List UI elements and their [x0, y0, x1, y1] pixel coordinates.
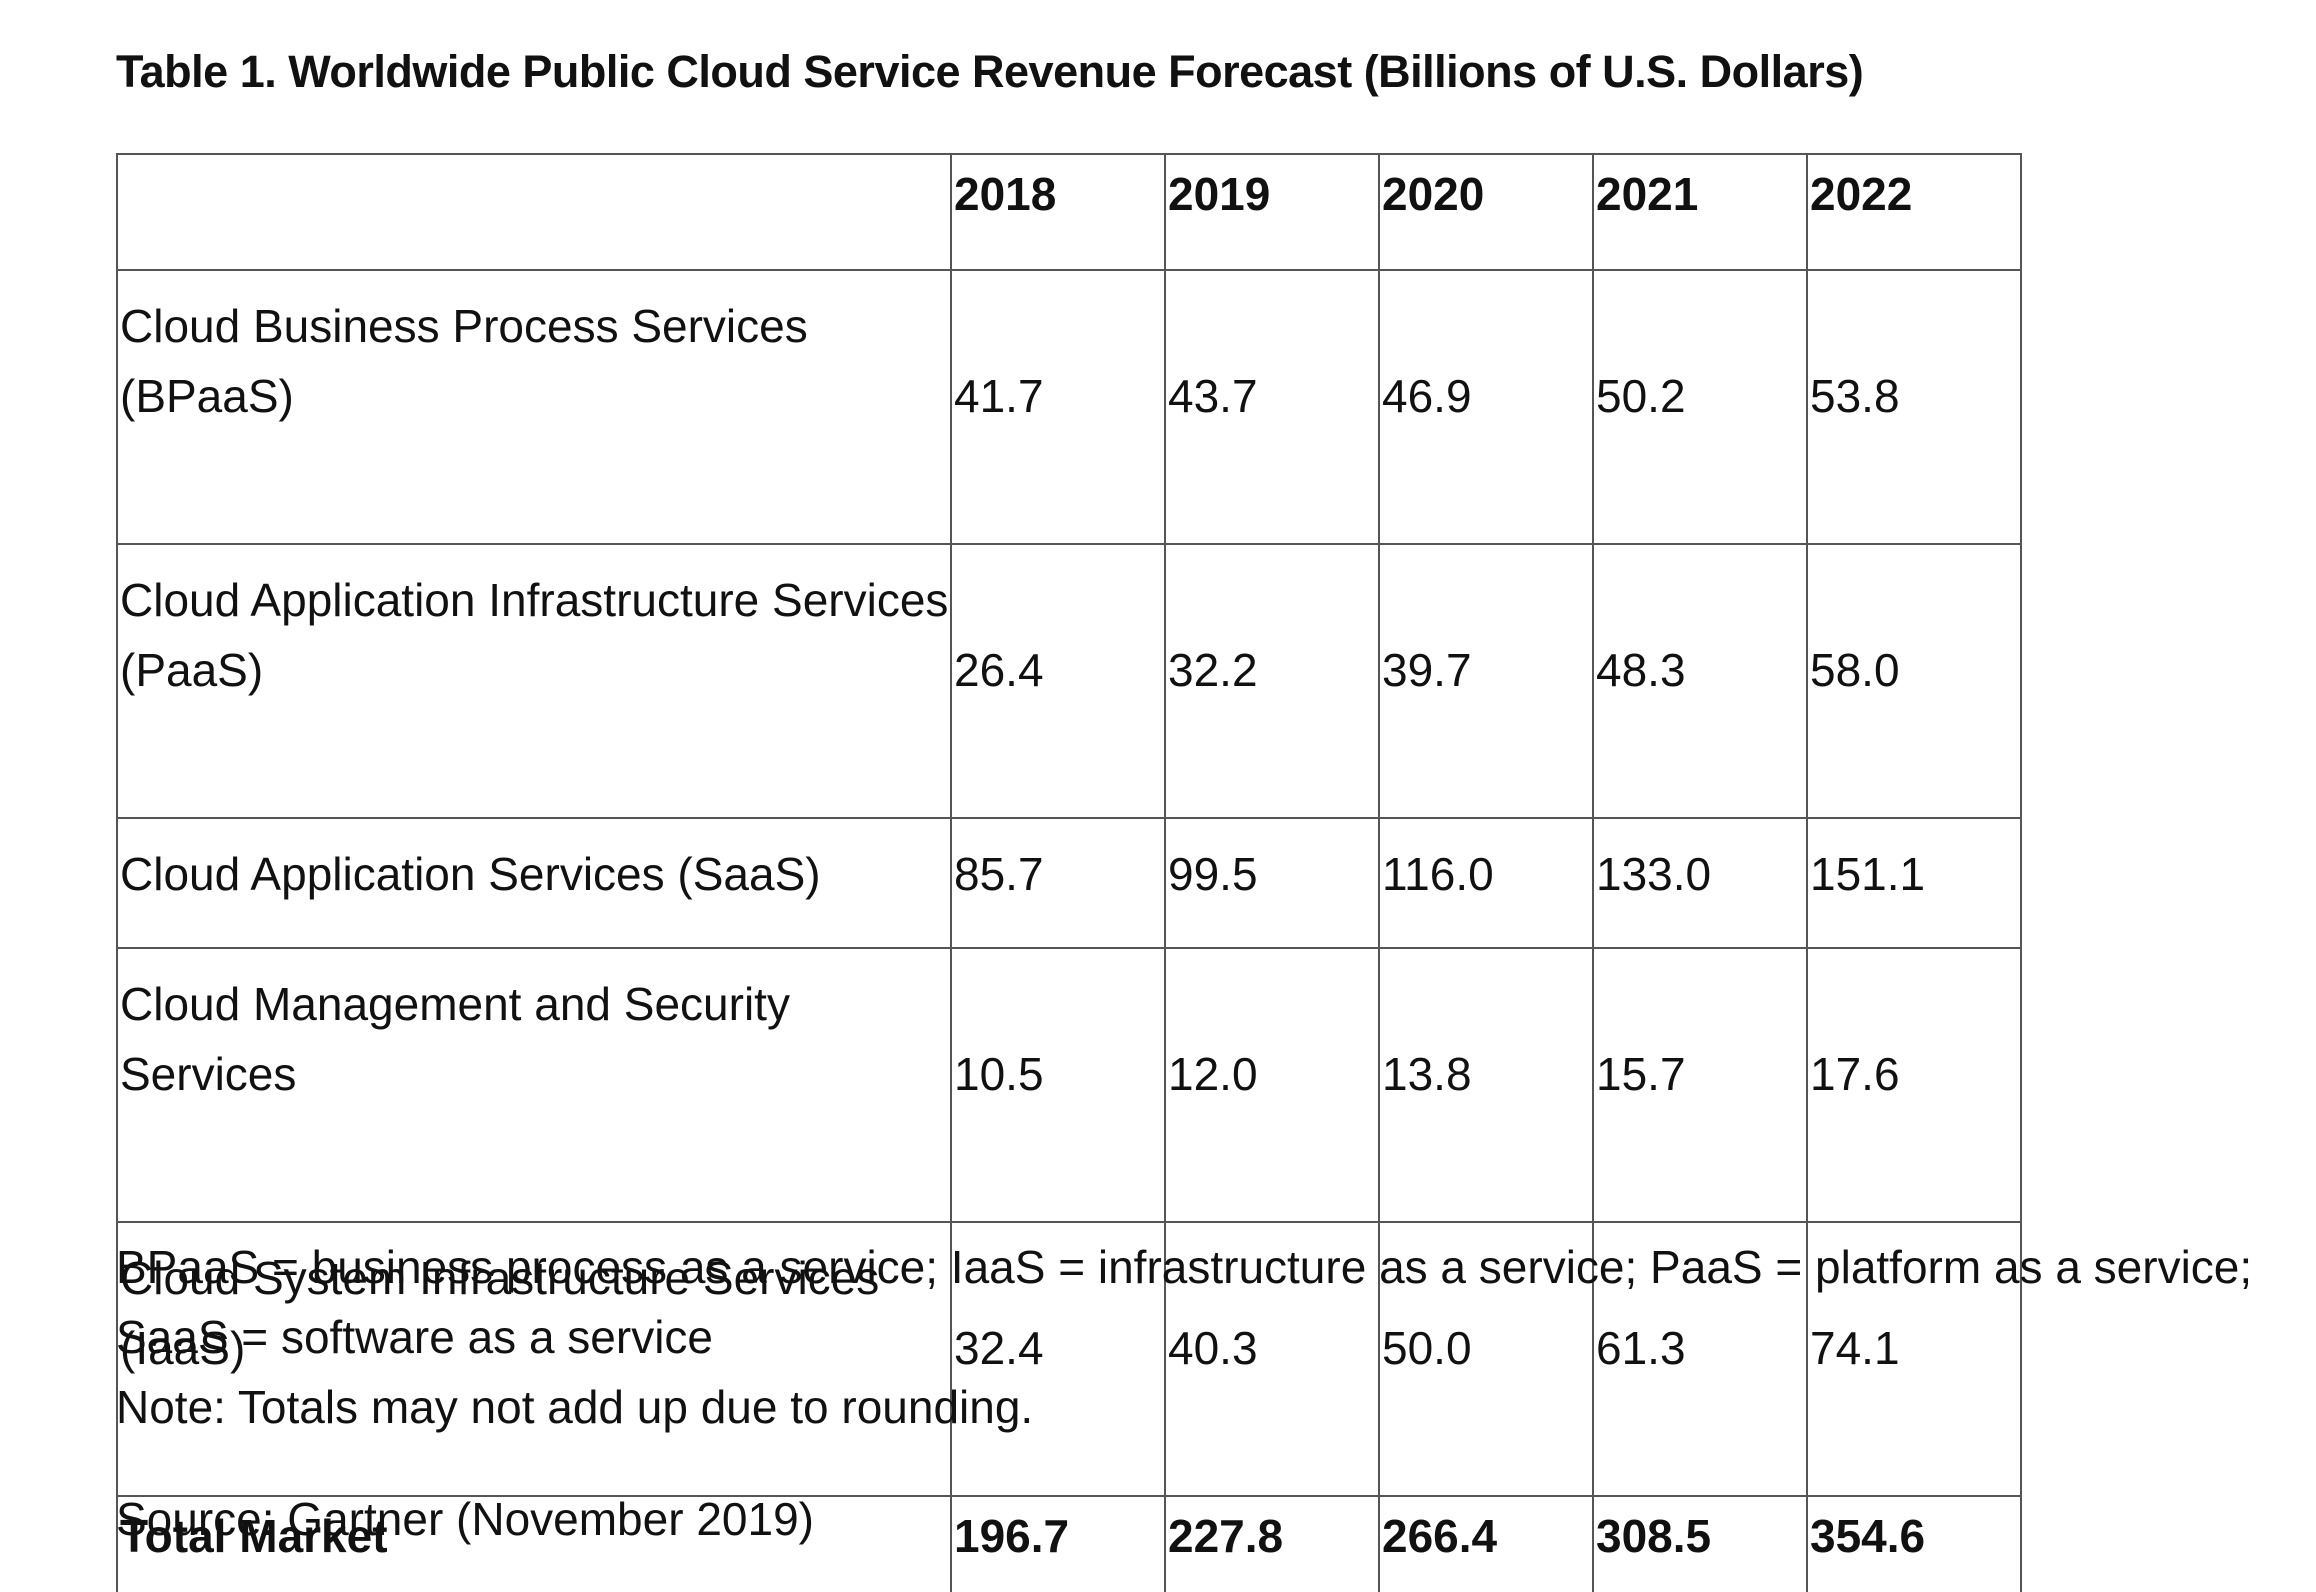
header-row: 2018 2019 2020 2021 2022	[116, 153, 2022, 271]
value-cell: 17.6	[1806, 947, 2022, 1223]
value-cell: 58.0	[1806, 543, 2022, 819]
row-label: Total Market	[116, 1495, 952, 1592]
data-row: Cloud Business Process Services (BPaaS) 4…	[116, 269, 2022, 545]
value-cell: 48.3	[1592, 543, 1808, 819]
value-cell: 133.0	[1592, 817, 1808, 949]
value-cell: 50.0	[1378, 1221, 1594, 1497]
row-label: Cloud Application Services (SaaS)	[116, 817, 952, 949]
data-row: Cloud Management and Security Services 10…	[116, 947, 2022, 1223]
header-cell	[116, 153, 952, 271]
value-cell: 13.8	[1378, 947, 1594, 1223]
value-cell: 40.3	[1164, 1221, 1380, 1497]
value-cell: 26.4	[950, 543, 1166, 819]
total-cell: 354.6	[1806, 1495, 2022, 1592]
total-row: Total Market 196.7 227.8 266.4 308.5 354.6	[116, 1495, 2022, 1592]
table-body: 2018 2019 2020 2021 2022 Cloud Business Proce…	[116, 153, 2022, 1592]
row-label: Cloud System Infrastructure Services (Ia…	[116, 1221, 952, 1497]
total-cell: 308.5	[1592, 1495, 1808, 1592]
data-row: Cloud Application Services (SaaS) 85.7 99.…	[116, 817, 2022, 949]
total-cell: 196.7	[950, 1495, 1166, 1592]
revenue-table: 2018 2019 2020 2021 2022 Cloud Business Proce…	[116, 153, 2022, 1592]
row-label: Cloud Application Infrastructure Service…	[116, 543, 952, 819]
column-header: 2022	[1806, 153, 2022, 271]
value-cell: 116.0	[1378, 817, 1594, 949]
source: Source: Gartner (November 2019)	[116, 1493, 814, 1545]
total-cell: 266.4	[1378, 1495, 1594, 1592]
column-header: 2019	[1164, 153, 1380, 271]
value-cell: 61.3	[1592, 1221, 1808, 1497]
footnote: Note: Totals may not add up due to round…	[116, 1381, 1034, 1433]
value-cell: 32.2	[1164, 543, 1380, 819]
value-cell: 12.0	[1164, 947, 1380, 1223]
value-cell: 50.2	[1592, 269, 1808, 545]
value-cell: 85.7	[950, 817, 1166, 949]
value-cell: 46.9	[1378, 269, 1594, 545]
value-cell: 99.5	[1164, 817, 1380, 949]
value-cell: 41.7	[950, 269, 1166, 545]
value-cell: 32.4	[950, 1221, 1166, 1497]
column-header: 2020	[1378, 153, 1594, 271]
value-cell: 15.7	[1592, 947, 1808, 1223]
footnotes: BPaaS = business process as a service; I…	[116, 1232, 2316, 1442]
row-label: Cloud Management and Security Services	[116, 947, 952, 1223]
data-row: Cloud System Infrastructure Services (Ia…	[116, 1221, 2022, 1497]
table-title: Table 1. Worldwide Public Cloud Service …	[116, 46, 1864, 97]
value-cell: 74.1	[1806, 1221, 2022, 1497]
column-header: 2021	[1592, 153, 1808, 271]
value-cell: 151.1	[1806, 817, 2022, 949]
footnote: BPaaS = business process as a service; I…	[116, 1241, 2253, 1363]
data-row: Cloud Application Infrastructure Service…	[116, 543, 2022, 819]
column-header: 2018	[950, 153, 1166, 271]
value-cell: 53.8	[1806, 269, 2022, 545]
value-cell: 10.5	[950, 947, 1166, 1223]
row-label: Cloud Business Process Services (BPaaS)	[116, 269, 952, 545]
total-cell: 227.8	[1164, 1495, 1380, 1592]
value-cell: 43.7	[1164, 269, 1380, 545]
value-cell: 39.7	[1378, 543, 1594, 819]
